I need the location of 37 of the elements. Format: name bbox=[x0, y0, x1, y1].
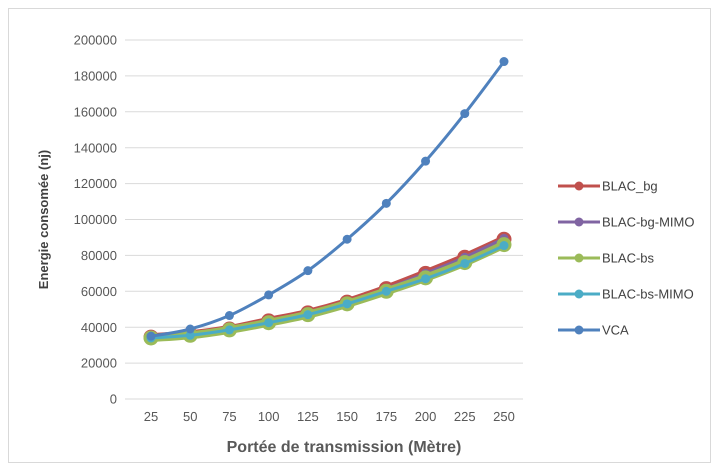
x-tick-label: 225 bbox=[454, 409, 476, 424]
x-tick-label: 50 bbox=[182, 409, 198, 424]
point bbox=[303, 266, 312, 276]
x-tick-label: 175 bbox=[375, 409, 398, 424]
legend-label: BLAC_bg bbox=[602, 178, 658, 194]
y-tick-label: 200000 bbox=[74, 32, 117, 48]
point bbox=[342, 234, 352, 244]
x-tick-label: 200 bbox=[414, 409, 436, 424]
y-tick-label: 160000 bbox=[74, 104, 117, 120]
x-tick-label: 150 bbox=[336, 409, 358, 424]
x-tick-label: 125 bbox=[297, 409, 319, 424]
point bbox=[500, 57, 508, 66]
x-tick-label: 75 bbox=[222, 409, 237, 424]
legend-label: BLAC-bg-MIMO bbox=[602, 214, 694, 230]
y-tick-label: 20000 bbox=[80, 356, 117, 371]
y-tick-label: 0 bbox=[110, 392, 117, 407]
legend-label: VCA bbox=[602, 322, 630, 338]
x-tick-label: 250 bbox=[493, 409, 515, 424]
x-tick-label: 25 bbox=[144, 409, 158, 424]
y-tick-label: 60000 bbox=[80, 284, 117, 299]
x-axis-title: Portée de transmission (Mètre) bbox=[226, 439, 462, 456]
legend-label: BLAC-bs-MIMO bbox=[602, 286, 694, 302]
point bbox=[186, 324, 195, 334]
point bbox=[460, 109, 470, 118]
y-tick-label: 180000 bbox=[74, 68, 117, 84]
x-tick-label: 100 bbox=[258, 409, 280, 424]
point bbox=[382, 198, 391, 208]
y-tick-label: 120000 bbox=[74, 176, 117, 192]
y-tick-label: 140000 bbox=[74, 140, 117, 156]
point bbox=[264, 290, 274, 300]
point bbox=[421, 156, 430, 166]
legend-label: BLAC-bs bbox=[602, 250, 655, 266]
y-tick-label: 40000 bbox=[80, 320, 117, 335]
point bbox=[224, 311, 234, 320]
y-axis-title: Energie consomée (nj) bbox=[36, 150, 51, 290]
y-tick-label: 100000 bbox=[74, 212, 117, 228]
y-tick-label: 80000 bbox=[80, 248, 117, 263]
